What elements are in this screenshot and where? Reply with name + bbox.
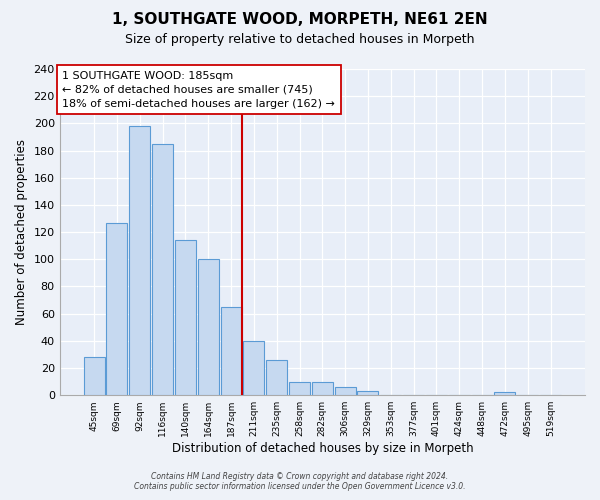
X-axis label: Distribution of detached houses by size in Morpeth: Distribution of detached houses by size … — [172, 442, 473, 455]
Bar — [358, 391, 379, 395]
Y-axis label: Number of detached properties: Number of detached properties — [15, 139, 28, 325]
Text: Contains HM Land Registry data © Crown copyright and database right 2024.
Contai: Contains HM Land Registry data © Crown c… — [134, 472, 466, 491]
Bar — [106, 222, 127, 395]
Text: 1, SOUTHGATE WOOD, MORPETH, NE61 2EN: 1, SOUTHGATE WOOD, MORPETH, NE61 2EN — [112, 12, 488, 28]
Bar — [175, 240, 196, 395]
Bar — [152, 144, 173, 395]
Bar — [83, 357, 104, 395]
Bar — [129, 126, 150, 395]
Bar — [312, 382, 333, 395]
Bar — [289, 382, 310, 395]
Bar — [244, 341, 265, 395]
Bar — [197, 260, 218, 395]
Bar — [266, 360, 287, 395]
Bar — [221, 307, 242, 395]
Bar — [494, 392, 515, 395]
Bar — [335, 387, 356, 395]
Text: Size of property relative to detached houses in Morpeth: Size of property relative to detached ho… — [125, 32, 475, 46]
Text: 1 SOUTHGATE WOOD: 185sqm
← 82% of detached houses are smaller (745)
18% of semi-: 1 SOUTHGATE WOOD: 185sqm ← 82% of detach… — [62, 70, 335, 108]
